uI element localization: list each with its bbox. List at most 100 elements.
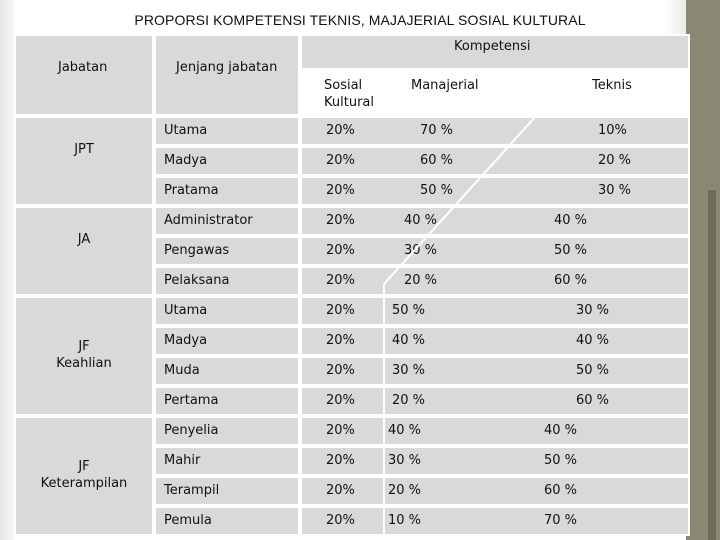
header-manajerial: Manajerial xyxy=(411,78,479,93)
table-row xyxy=(154,236,300,266)
group-label: JF Keterampilan xyxy=(40,459,128,491)
sosial-cell: 20% xyxy=(326,303,355,318)
sosial-cell: 20% xyxy=(326,153,355,168)
manajerial-cell: 50 % xyxy=(420,183,454,198)
jenjang-cell: Pengawas xyxy=(164,243,230,258)
jenjang-cell: Madya xyxy=(164,333,208,348)
jenjang-cell: Madya xyxy=(164,153,208,168)
header-jabatan: Jabatan xyxy=(58,60,108,75)
sosial-cell: 20% xyxy=(326,513,355,528)
table-row xyxy=(154,206,300,236)
manajerial-cell: 40 % xyxy=(388,423,422,438)
header-teknis: Teknis xyxy=(592,78,632,93)
teknis-cell: 40 % xyxy=(576,333,610,348)
sosial-cell: 20% xyxy=(326,213,355,228)
teknis-cell: 50 % xyxy=(576,363,610,378)
jenjang-cell: Utama xyxy=(164,123,208,138)
sosial-cell: 20% xyxy=(326,483,355,498)
table-row-values xyxy=(300,266,690,296)
sosial-cell: 20% xyxy=(326,273,355,288)
jenjang-cell: Pelaksana xyxy=(164,273,230,288)
group-cell xyxy=(14,416,154,536)
column-divider xyxy=(300,116,302,540)
group-label: JF Keahlian xyxy=(56,339,112,371)
table-row-values xyxy=(300,506,690,536)
jenjang-cell: Administrator xyxy=(164,213,253,228)
table-row-values xyxy=(300,176,690,206)
teknis-cell: 70 % xyxy=(544,513,578,528)
table-row-values xyxy=(300,326,690,356)
table-row xyxy=(154,476,300,506)
sosial-cell: 20% xyxy=(326,363,355,378)
manajerial-cell: 20 % xyxy=(388,483,422,498)
jenjang-cell: Terampil xyxy=(164,483,220,498)
header-jabatan-cell xyxy=(14,34,154,116)
table-row-values xyxy=(300,116,690,146)
table-row xyxy=(154,506,300,536)
manajerial-cell: 20 % xyxy=(392,393,426,408)
table-row-values xyxy=(300,356,690,386)
manajerial-cell: 20 % xyxy=(404,273,438,288)
manajerial-cell: 70 % xyxy=(420,123,454,138)
jenjang-cell: Pratama xyxy=(164,183,219,198)
teknis-cell: 30 % xyxy=(576,303,610,318)
table-row-values xyxy=(300,296,690,326)
jenjang-cell: Utama xyxy=(164,303,208,318)
table-row xyxy=(154,386,300,416)
manajerial-cell: 40 % xyxy=(392,333,426,348)
manajerial-cell: 40 % xyxy=(404,213,438,228)
table-row xyxy=(154,266,300,296)
header-subcolumns-cell xyxy=(300,70,690,116)
table-row xyxy=(154,326,300,356)
teknis-cell: 30 % xyxy=(598,183,632,198)
table-row xyxy=(154,446,300,476)
teknis-cell: 40 % xyxy=(554,213,588,228)
header-jenjang: Jenjang jabatan xyxy=(176,60,278,75)
manajerial-teknis-boundary xyxy=(383,115,537,540)
jenjang-cell: Penyelia xyxy=(164,423,219,438)
table-row xyxy=(154,356,300,386)
sosial-cell: 20% xyxy=(326,453,355,468)
page-title: PROPORSI KOMPETENSI TEKNIS, MAJAJERIAL S… xyxy=(134,12,586,28)
teknis-cell: 60 % xyxy=(544,483,578,498)
sosial-cell: 20% xyxy=(326,243,355,258)
manajerial-cell: 60 % xyxy=(420,153,454,168)
manajerial-cell: 30 % xyxy=(392,363,426,378)
table-row-values xyxy=(300,386,690,416)
table-row-values xyxy=(300,236,690,266)
table-row xyxy=(154,116,300,146)
group-label: JA xyxy=(77,232,91,247)
table-row xyxy=(154,416,300,446)
teknis-cell: 50 % xyxy=(554,243,588,258)
teknis-cell: 60 % xyxy=(576,393,610,408)
jenjang-cell: Muda xyxy=(164,363,200,378)
right-bar-decoration xyxy=(708,190,716,540)
table-row-values xyxy=(300,416,690,446)
group-cell xyxy=(14,206,154,296)
sosial-cell: 20% xyxy=(326,333,355,348)
group-cell xyxy=(14,116,154,206)
jenjang-cell: Pertama xyxy=(164,393,219,408)
sosial-cell: 20% xyxy=(326,123,355,138)
table-row xyxy=(154,296,300,326)
table-row-values xyxy=(300,206,690,236)
manajerial-cell: 50 % xyxy=(392,303,426,318)
competency-table: Jabatan Jenjang jabatan Kompetensi Sosia… xyxy=(14,34,690,540)
table-row xyxy=(154,176,300,206)
header-kompetensi: Kompetensi xyxy=(454,39,531,54)
teknis-cell: 40 % xyxy=(544,423,578,438)
sosial-cell: 20% xyxy=(326,423,355,438)
sosial-cell: 20% xyxy=(326,393,355,408)
table-row-values xyxy=(300,446,690,476)
jenjang-cell: Pemula xyxy=(164,513,212,528)
manajerial-cell: 30 % xyxy=(388,453,422,468)
right-top-decoration xyxy=(664,0,686,40)
table-row xyxy=(154,146,300,176)
header-jenjang-cell xyxy=(154,34,300,116)
teknis-cell: 60 % xyxy=(554,273,588,288)
header-kompetensi-cell xyxy=(300,34,690,70)
table-row-values xyxy=(300,476,690,506)
left-decoration xyxy=(0,0,14,540)
teknis-cell: 20 % xyxy=(598,153,632,168)
group-cell xyxy=(14,296,154,416)
